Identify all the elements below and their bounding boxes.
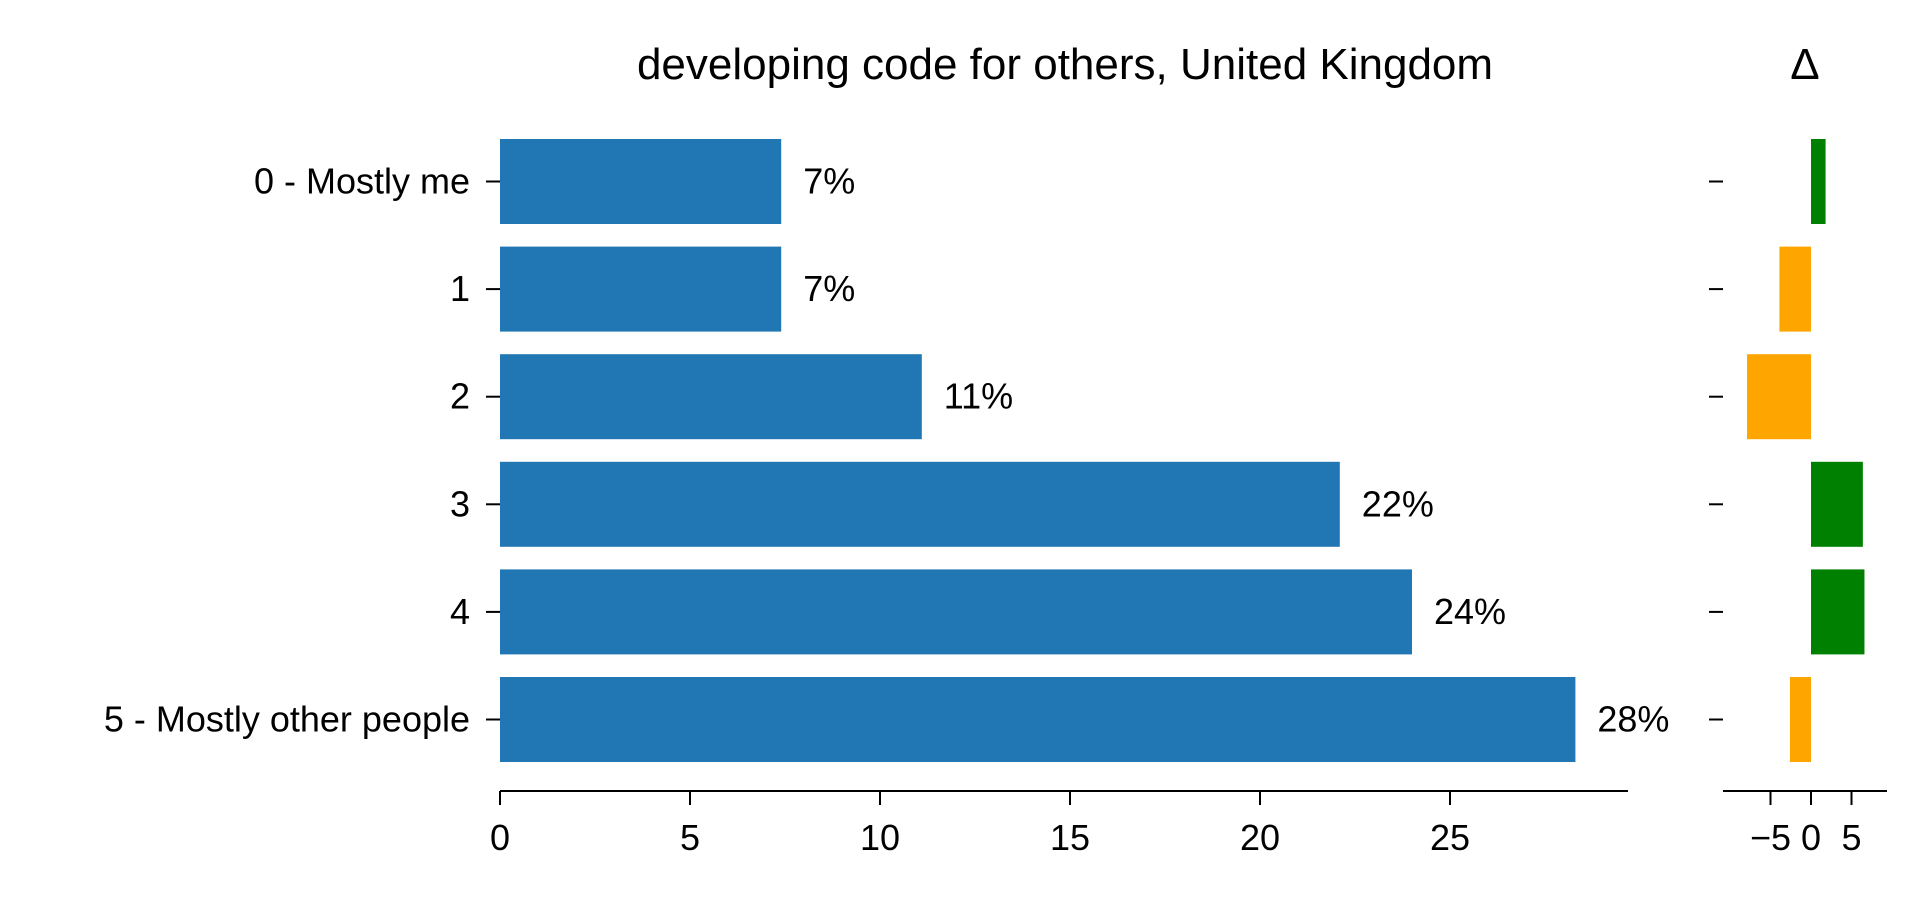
category-label: 4 [450, 591, 470, 632]
x-tick-label: 15 [1050, 817, 1090, 858]
delta-x-tick-label: 0 [1801, 817, 1821, 858]
bar [500, 461, 1340, 547]
category-label: 1 [450, 268, 470, 309]
main-bar-plot: 7% 0 - Mostly me 7% 1 11% 2 22% 3 24% 4 28% 5 - Mos… [104, 139, 1669, 858]
bar [500, 139, 782, 224]
bar-value-label: 11% [944, 376, 1013, 417]
delta-bar [1811, 569, 1865, 655]
bar-value-label: 7% [803, 161, 855, 202]
x-tick-label: 5 [680, 817, 700, 858]
bar-value-label: 7% [803, 268, 855, 309]
bar [500, 246, 782, 332]
category-label: 3 [450, 483, 470, 524]
category-label: 0 - Mostly me [254, 161, 470, 202]
delta-bar [1789, 677, 1811, 762]
x-tick-label: 0 [490, 817, 510, 858]
bar-value-label: 28% [1597, 699, 1669, 740]
delta-bar [1811, 461, 1863, 547]
bar-value-label: 24% [1434, 591, 1506, 632]
category-label: 2 [450, 376, 470, 417]
x-tick-label: 20 [1240, 817, 1280, 858]
delta-x-tick-label: −5 [1750, 817, 1791, 858]
delta-bar [1779, 246, 1811, 332]
delta-bar [1811, 139, 1826, 224]
delta-chart-title: Δ [1790, 40, 1819, 89]
delta-bar-plot: −5 0 5 [1709, 139, 1887, 858]
x-tick-label: 10 [860, 817, 900, 858]
delta-x-tick-label: 5 [1841, 817, 1861, 858]
category-label: 5 - Mostly other people [104, 699, 470, 740]
chart-title: developing code for others, United Kingd… [637, 40, 1493, 89]
bar-value-label: 22% [1362, 483, 1434, 524]
bar [500, 569, 1412, 655]
x-tick-label: 25 [1430, 817, 1470, 858]
delta-bar [1747, 354, 1811, 440]
bar [500, 354, 922, 440]
bar [500, 677, 1576, 762]
